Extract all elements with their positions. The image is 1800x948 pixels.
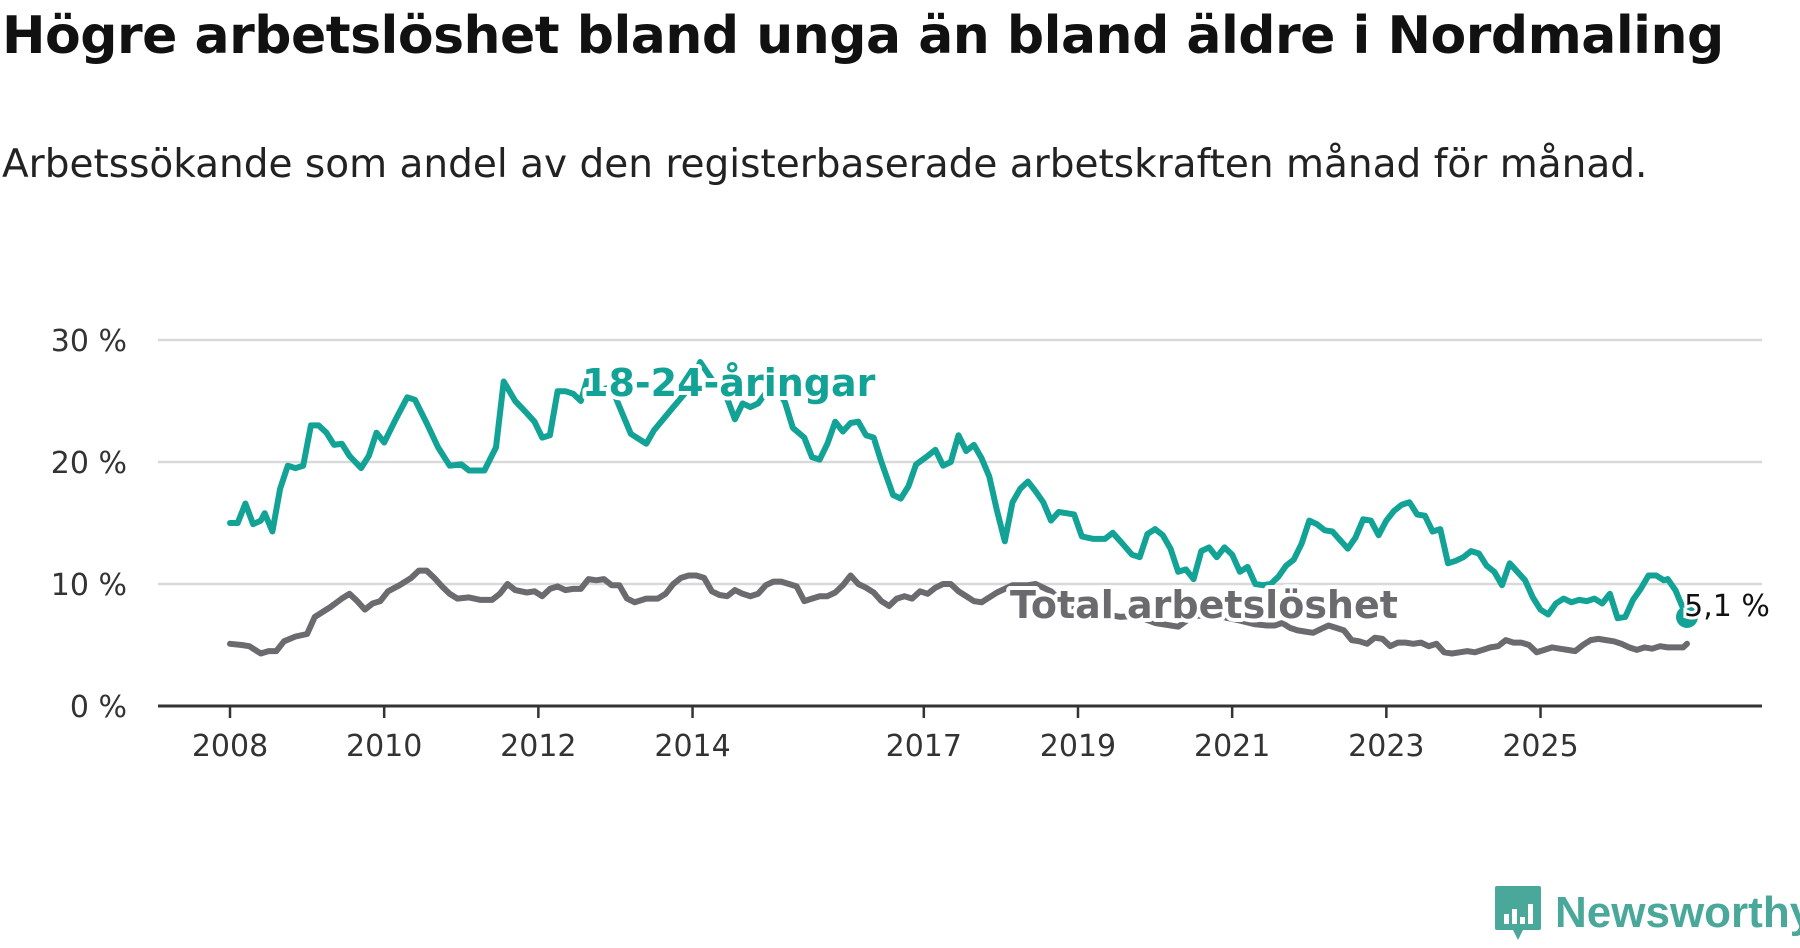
newsworthy-logo-icon bbox=[1495, 886, 1541, 940]
x-tick-label: 2017 bbox=[886, 729, 962, 764]
x-tick-label: 2010 bbox=[346, 729, 422, 764]
x-tick-label: 2021 bbox=[1194, 729, 1270, 764]
y-tick-label: 30 % bbox=[51, 324, 127, 359]
x-axis-ticks: 2008 2010 2012 2014 2017 2019 2021 2023 2025 bbox=[192, 706, 1579, 764]
series-line-total bbox=[227, 567, 1690, 657]
y-axis-ticks: 0 % 10 % 20 % 30 % bbox=[51, 324, 127, 725]
y-tick-label: 10 % bbox=[51, 568, 127, 603]
end-point-marker bbox=[1676, 605, 1698, 628]
x-tick-label: 2025 bbox=[1502, 729, 1578, 764]
x-tick-label: 2023 bbox=[1348, 729, 1424, 764]
brand-logo: Newsworthy bbox=[1493, 884, 1800, 942]
series-label-youth: 18-24-åringar bbox=[582, 361, 876, 405]
series-line-youth bbox=[227, 359, 1690, 622]
chart-subtitle: Arbetssökande som andel av den registerb… bbox=[2, 142, 1648, 187]
series-label-total: Total arbetslöshet bbox=[1010, 583, 1398, 627]
end-value-label: 5,1 % bbox=[1684, 589, 1770, 624]
x-tick-label: 2014 bbox=[654, 729, 730, 764]
y-tick-label: 20 % bbox=[51, 446, 127, 481]
x-tick-label: 2019 bbox=[1040, 729, 1116, 764]
series-labels: 18-24-åringar Total arbetslöshet 5,1 % bbox=[578, 357, 1773, 631]
x-tick-label: 2012 bbox=[500, 729, 576, 764]
chart-title: Högre arbetslöshet bland unga än bland ä… bbox=[2, 6, 1724, 66]
brand-name: Newsworthy bbox=[1555, 888, 1800, 937]
gridlines bbox=[158, 338, 1762, 708]
x-tick-label: 2008 bbox=[192, 729, 268, 764]
y-tick-label: 0 % bbox=[70, 690, 127, 725]
line-chart: 0 % 10 % 20 % 30 % 2008 2010 2012 2014 2017 2019… bbox=[51, 324, 1773, 764]
series-lines bbox=[227, 359, 1698, 657]
